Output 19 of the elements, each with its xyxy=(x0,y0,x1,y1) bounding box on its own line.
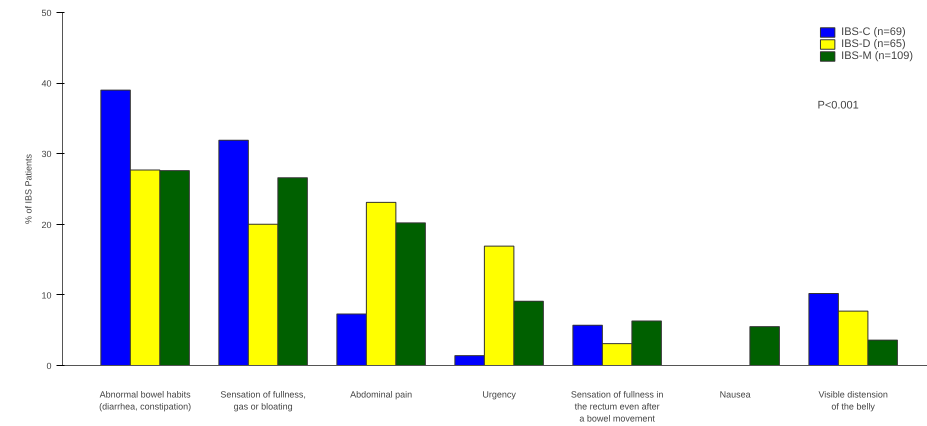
x-tick-label: Nausea xyxy=(720,390,751,400)
legend-label: IBS-M (n=109) xyxy=(841,50,913,62)
y-axis-title: % of IBS Patients xyxy=(23,153,34,224)
y-tick-label: 10 xyxy=(41,290,52,300)
annotation: P<0.001 xyxy=(818,100,859,112)
y-tick-label: 50 xyxy=(41,8,52,18)
x-tick-label: Visible distension of the belly xyxy=(818,390,888,412)
bar xyxy=(749,326,780,366)
y-tick-label: 0 xyxy=(46,361,52,371)
x-tick-label: Urgency xyxy=(482,390,516,400)
x-tick-label: Abdominal pain xyxy=(350,390,412,400)
legend-label: IBS-C (n=69) xyxy=(841,26,906,38)
x-tick-label: Abnormal bowel habits (diarrhea, constipation) xyxy=(99,390,192,412)
y-tick-label: 30 xyxy=(41,149,52,160)
x-tick-label: Sensation of fullness in the rectum even after a bowel movement xyxy=(570,390,664,424)
legend-label: IBS-D (n=65) xyxy=(841,38,906,50)
y-tick-label: 40 xyxy=(41,78,52,89)
y-tick-label: 20 xyxy=(41,220,52,230)
x-tick-label: Sensation of fullness, gas or bloating xyxy=(220,390,306,412)
